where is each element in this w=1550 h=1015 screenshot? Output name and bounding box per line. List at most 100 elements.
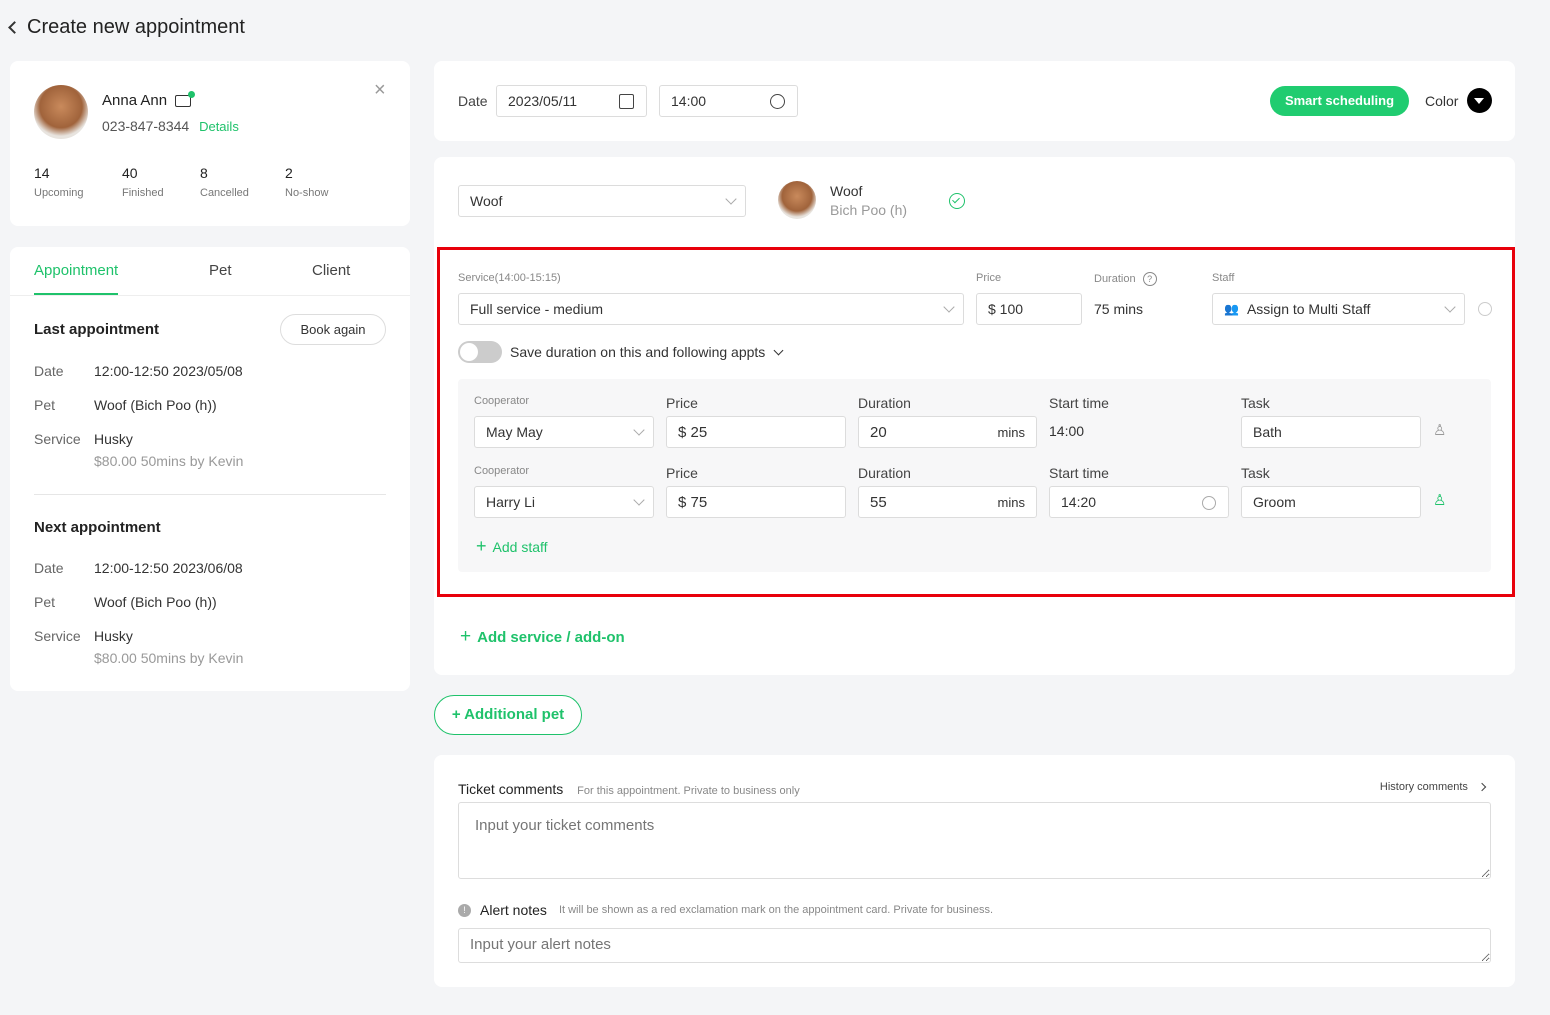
cooperator-label: Cooperator: [474, 465, 530, 477]
history-card: Appointment Pet Client Last appointment …: [10, 247, 410, 691]
color-label: Color: [1425, 93, 1459, 109]
chevron-left-icon: [8, 21, 21, 34]
cooperator-value: Harry Li: [486, 494, 536, 510]
staff-label: Staff: [1212, 272, 1235, 284]
cooperator-select[interactable]: May May: [474, 416, 654, 448]
service-value: Full service - medium: [470, 301, 604, 317]
help-icon[interactable]: ?: [1142, 272, 1157, 286]
add-service-button[interactable]: + Add service / add-on: [460, 626, 625, 648]
card-on-file-icon: [175, 90, 196, 107]
client-name: Anna Ann: [102, 92, 168, 109]
label: Service: [34, 628, 81, 644]
clock-icon: [1202, 496, 1216, 510]
last-appointment-title: Last appointment: [34, 321, 160, 338]
ticket-comments-title: Ticket comments: [458, 781, 564, 797]
staff-value: Assign to Multi Staff: [1246, 301, 1371, 317]
staff-select[interactable]: 👥 Assign to Multi Staff: [1212, 293, 1465, 325]
alert-notes-title: Alert notes: [480, 902, 547, 918]
last-pet: Woof (Bich Poo (h)): [94, 397, 217, 413]
stat-no-show: 2 No-show: [285, 165, 329, 199]
history-comments-link[interactable]: History comments: [1380, 781, 1487, 793]
tab-pet[interactable]: Pet: [209, 262, 232, 279]
date-card: Date 2023/05/11 14:00 Smart scheduling C…: [434, 61, 1515, 141]
remove-service-icon[interactable]: [1478, 302, 1492, 316]
plus-icon: +: [460, 626, 472, 647]
avatar: [34, 85, 88, 139]
service-card: Woof Woof Bich Poo (h) Service(14:00-15:…: [434, 157, 1515, 675]
tab-appointment[interactable]: Appointment: [34, 262, 119, 295]
alert-notes-input[interactable]: [458, 928, 1491, 963]
label: Date: [34, 363, 64, 379]
date-input[interactable]: 2023/05/11: [496, 85, 647, 117]
tabs: Appointment Pet Client: [10, 247, 410, 296]
start-time-label: Start time: [1049, 395, 1109, 411]
ticket-comments-input[interactable]: [458, 802, 1491, 879]
staff-price-input[interactable]: $ 75: [666, 486, 846, 518]
start-time-label: Start time: [1049, 465, 1109, 481]
task-input[interactable]: Bath: [1241, 416, 1421, 448]
task-label: Task: [1241, 395, 1270, 411]
calendar-icon: [619, 94, 634, 109]
stat-finished: 40 Finished: [122, 165, 164, 199]
color-picker-dropdown-icon[interactable]: [1467, 88, 1492, 113]
chevron-down-icon: [773, 345, 784, 356]
service-highlight: Service(14:00-15:15) Full service - medi…: [437, 247, 1515, 597]
start-time-input[interactable]: 14:20: [1049, 486, 1229, 518]
stat-upcoming: 14 Upcoming: [34, 165, 84, 199]
staff-price-input[interactable]: $ 25: [666, 416, 846, 448]
task-value: Bath: [1253, 424, 1282, 440]
duration-unit: mins: [997, 494, 1025, 510]
user-icon[interactable]: ♙: [1433, 422, 1447, 439]
add-staff-button[interactable]: + Add staff: [476, 536, 548, 557]
save-duration-label[interactable]: Save duration on this and following appt…: [510, 344, 784, 360]
price-value: $ 25: [678, 423, 708, 441]
chevron-down-icon: [633, 424, 645, 436]
staff-duration-input[interactable]: 55 mins: [858, 486, 1037, 518]
last-service: Husky: [94, 431, 133, 447]
service-price-input[interactable]: $ 100: [976, 293, 1082, 325]
book-again-button[interactable]: Book again: [280, 314, 386, 345]
last-date: 12:00-12:50 2023/05/08: [94, 363, 243, 379]
pet-breed: Bich Poo (h): [830, 202, 908, 218]
staff-duration-input[interactable]: 20 mins: [858, 416, 1037, 448]
comments-card: Ticket comments For this appointment. Pr…: [434, 755, 1515, 987]
client-stats: 14 Upcoming 40 Finished 8 Cancelled 2 No-sho…: [34, 165, 328, 199]
task-input[interactable]: Groom: [1241, 486, 1421, 518]
add-staff-label: Add staff: [492, 539, 548, 555]
pet-name: Woof: [830, 183, 863, 199]
staff-panel: Cooperator May May Price $ 25 Duration 2…: [458, 379, 1491, 572]
clock-icon: [770, 94, 785, 109]
next-pet: Woof (Bich Poo (h)): [94, 594, 217, 610]
additional-pet-button[interactable]: + Additional pet: [434, 695, 582, 735]
user-icon[interactable]: ♙: [1433, 492, 1447, 509]
price-value: $ 75: [678, 493, 708, 511]
chevron-down-icon: [1444, 301, 1456, 313]
price-label: Price: [666, 395, 698, 411]
chevron-down-icon: [943, 301, 955, 313]
duration-label: Duration: [858, 465, 911, 481]
check-circle-icon: [949, 193, 965, 209]
back-header[interactable]: Create new appointment: [8, 16, 245, 39]
service-select[interactable]: Full service - medium: [458, 293, 964, 325]
pet-select[interactable]: Woof: [458, 185, 746, 217]
save-duration-toggle[interactable]: [458, 341, 502, 363]
ticket-comments-hint: For this appointment. Private to busines…: [577, 785, 800, 797]
tab-client[interactable]: Client: [312, 262, 351, 279]
details-link[interactable]: Details: [199, 119, 239, 134]
page-title: Create new appointment: [27, 16, 245, 38]
price-label: Price: [976, 272, 1002, 284]
close-icon[interactable]: ×: [374, 79, 386, 101]
service-label: Service(14:00-15:15): [458, 272, 561, 284]
next-date: 12:00-12:50 2023/06/08: [94, 560, 243, 576]
cooperator-select[interactable]: Harry Li: [474, 486, 654, 518]
time-value: 14:00: [671, 93, 707, 109]
service-duration: 75 mins: [1094, 301, 1144, 317]
time-input[interactable]: 14:00: [659, 85, 798, 117]
alert-notes-hint: It will be shown as a red exclamation ma…: [558, 904, 994, 916]
chevron-down-icon: [633, 494, 645, 506]
smart-scheduling-button[interactable]: Smart scheduling: [1270, 86, 1409, 116]
label: Date: [34, 560, 64, 576]
client-card: Anna Ann 023-847-8344 Details × 14 Upcomi…: [10, 61, 410, 226]
date-label: Date: [458, 93, 488, 109]
stat-cancelled: 8 Cancelled: [200, 165, 249, 199]
